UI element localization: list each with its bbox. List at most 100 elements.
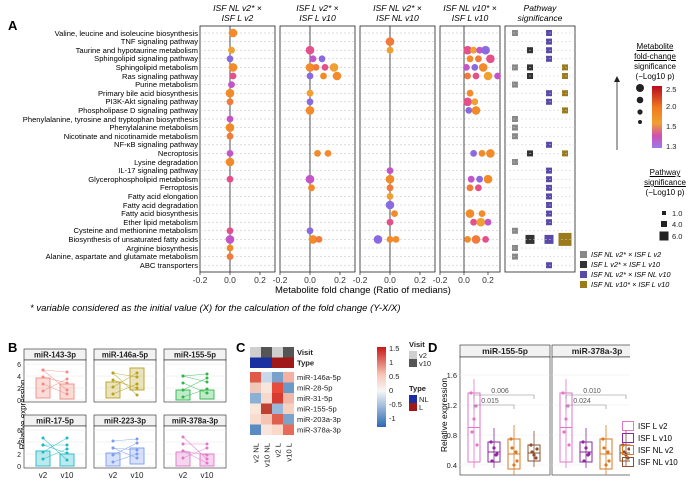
x-tick-label: -0.2 [353, 275, 368, 285]
y-tick-label: 0.4 [447, 461, 457, 470]
data-point [561, 391, 565, 395]
legend-label: ISF NL v10 [638, 457, 678, 467]
data-point [476, 175, 483, 183]
comparison-swatch [580, 250, 587, 258]
x-tick-label: -0.2 [433, 275, 448, 285]
facet-frame [163, 425, 227, 469]
comparison-legend: ISF NL v2* × ISF L v2 ISF L v2* × ISF L v… [580, 249, 700, 289]
x-tick-label: v2 [179, 471, 188, 480]
data-point [226, 115, 234, 123]
data-point [476, 217, 486, 227]
box [105, 381, 121, 399]
visit-cell [250, 347, 261, 358]
data-point [602, 446, 606, 450]
x-tick-label: -0.2 [193, 275, 208, 285]
fc-tick-label: 2.0 [666, 102, 676, 111]
pathway-label: Fatty acid biosynthesis [121, 209, 198, 219]
data-point [308, 184, 315, 192]
paired-point [181, 435, 185, 439]
paired-point [181, 456, 185, 460]
visit-swatch [409, 351, 417, 359]
paired-line [42, 378, 68, 392]
column-header-c1: ISF NL v2* × ISF L v2 [213, 3, 262, 23]
fc-colorbar [652, 86, 662, 148]
facet-frame [163, 359, 227, 403]
paired-point [135, 371, 139, 375]
data-point [478, 210, 486, 218]
fc-size-dot [636, 96, 644, 104]
paired-point [135, 382, 139, 386]
data-point [318, 55, 326, 63]
legend-ps-title: Pathway significance (−Log10 p) [630, 168, 700, 198]
data-point [494, 72, 501, 80]
comparison-swatch [580, 280, 587, 288]
data-point [582, 459, 586, 463]
p-value: 0.015 [481, 398, 499, 405]
legend-ps-title-line: significance [644, 178, 686, 187]
pathway-label: Ether lipid metabolism [123, 217, 198, 227]
pathway-label: Cysteine and methionine metabolism [73, 226, 198, 236]
heat-cell [283, 403, 294, 414]
data-point [604, 463, 608, 467]
y-tick-label: 4 [17, 440, 21, 447]
paired-point [65, 388, 69, 392]
panel-d-legend-item: ISF NL v10 [622, 456, 700, 468]
data-point [481, 45, 490, 55]
pathway-label: Fatty acid degradation [122, 200, 198, 210]
paired-point [65, 370, 69, 374]
data-point [309, 55, 317, 63]
heat-cell [250, 403, 261, 414]
facet-title: miR-17-5p [36, 417, 74, 426]
legend-type-label: NL [419, 395, 429, 404]
paired-point [205, 387, 209, 391]
paired-line [112, 372, 138, 396]
x-tick-label: v10 [61, 471, 74, 480]
legend-fc-title-line: significance [634, 62, 676, 71]
ps-tick-label: 6.0 [672, 232, 682, 241]
panel-frame [199, 25, 276, 273]
heatmap-row-label: miR-155-5p [297, 405, 337, 414]
paired-point [111, 460, 115, 464]
paired-point [65, 458, 69, 462]
type-cell [261, 357, 272, 368]
paired-point [65, 377, 69, 381]
paired-point [41, 382, 45, 386]
p-value: 0.010 [583, 388, 601, 395]
data-point [226, 175, 234, 183]
heatmap-col-label: v10 L [285, 443, 294, 462]
pathway-label: Sphingolipid metabolism [115, 62, 198, 72]
panel-a-label: A [8, 18, 18, 33]
data-point [385, 174, 395, 184]
significance-bracket [565, 394, 627, 399]
significance-bracket [565, 404, 607, 409]
x-tick-label: v2 [39, 471, 48, 480]
data-point [535, 447, 539, 451]
data-point [492, 446, 496, 450]
data-point [627, 447, 630, 451]
data-point [386, 184, 394, 192]
data-point [472, 72, 480, 80]
legend-type-title: Type [409, 384, 426, 393]
comparison-label: ISF NL v10* × ISF L v10 [591, 279, 670, 289]
paired-line [182, 450, 208, 464]
paired-point [181, 374, 185, 378]
box [129, 367, 145, 391]
heat-cell [250, 424, 261, 435]
heat-scale-tick: -1 [389, 414, 396, 423]
y-tick-label: 1.6 [447, 371, 457, 380]
heat-cell [250, 372, 261, 383]
pathway-label: Phospholipase D signaling pathway [78, 105, 198, 115]
comparison-swatch [580, 270, 587, 278]
paired-point [205, 457, 209, 461]
heat-cell [261, 424, 272, 435]
data-point [478, 150, 486, 157]
data-point [471, 64, 479, 71]
pathway-label: Ras signaling pathway [122, 71, 198, 81]
facet-title: miR-223-3p [104, 417, 146, 426]
paired-line [182, 373, 208, 377]
heat-scale-tick: 0 [389, 386, 393, 395]
data-point [490, 459, 494, 463]
data-point [466, 55, 474, 63]
heatmap-col-label: v10 NL [263, 443, 272, 467]
